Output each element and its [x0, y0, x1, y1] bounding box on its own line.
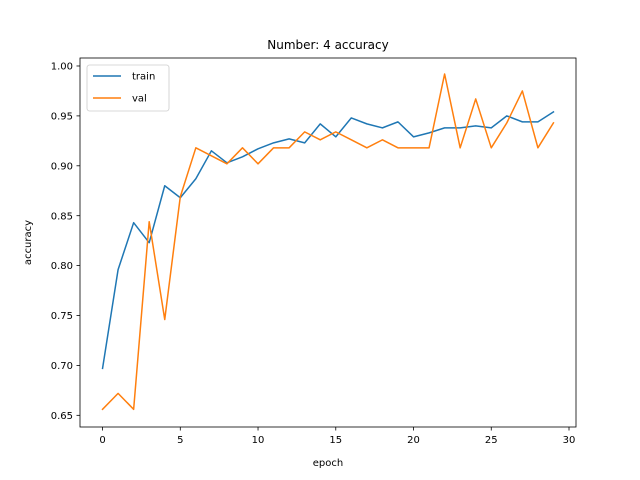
x-tick-label: 15	[329, 435, 342, 446]
series-line-val	[101, 73, 555, 411]
y-tick-label: 1.00	[51, 62, 73, 73]
x-tick-label: 5	[177, 435, 183, 446]
x-tick-label: 25	[485, 435, 498, 446]
x-axis-label: epoch	[313, 458, 343, 469]
x-tick-label: 10	[252, 435, 265, 446]
y-tick-label: 0.95	[51, 111, 73, 122]
series-line-train	[101, 110, 555, 370]
plot-frame	[79, 57, 577, 428]
legend-label-val: val	[132, 94, 147, 105]
x-tick-label: 0	[99, 435, 105, 446]
y-axis: 0.65 0.70 0.75 0.80 0.85 0.90 0.95 1.00	[51, 62, 80, 422]
y-tick-label: 0.85	[51, 211, 73, 222]
legend-box	[86, 64, 170, 112]
legend-label-train: train	[132, 72, 155, 83]
y-tick-label: 0.80	[51, 261, 73, 272]
legend: train val	[86, 64, 170, 112]
series-layer	[101, 73, 555, 411]
chart-title: Number: 4 accuracy	[267, 38, 388, 52]
y-tick-label: 0.70	[51, 361, 73, 372]
y-tick-label: 0.90	[51, 161, 73, 172]
y-axis-label: accuracy	[23, 220, 34, 265]
x-tick-label: 20	[407, 435, 420, 446]
x-axis: 0 5 10 15 20 25 30	[99, 427, 575, 446]
y-tick-label: 0.75	[51, 311, 73, 322]
y-tick-label: 0.65	[51, 411, 73, 422]
x-tick-label: 30	[563, 435, 576, 446]
